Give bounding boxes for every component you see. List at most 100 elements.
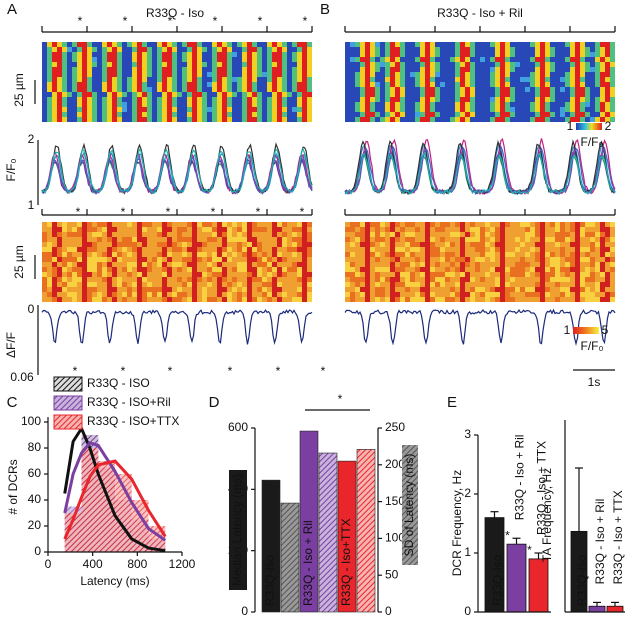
- heatmap-cell: [47, 57, 52, 62]
- heatmap-cell: [57, 77, 62, 82]
- heatmap-cell: [375, 52, 380, 57]
- heatmap-cell: [370, 117, 375, 122]
- heatmap-cell: [565, 242, 570, 247]
- heatmap-cell: [62, 292, 67, 297]
- heatmap-cell: [440, 47, 445, 52]
- heatmap-cell: [177, 62, 182, 67]
- heatmap-cell: [370, 242, 375, 247]
- heatmap-cell: [425, 92, 430, 97]
- heatmap-cell: [590, 57, 595, 62]
- heatmap-cell: [202, 77, 207, 82]
- heatmap-cell: [530, 292, 535, 297]
- heatmap-cell: [297, 107, 302, 112]
- heatmap-cell: [67, 97, 72, 102]
- heatmap-cell: [485, 262, 490, 267]
- heatmap-cell: [440, 72, 445, 77]
- heatmap-cell: [192, 57, 197, 62]
- heatmap-cell: [360, 242, 365, 247]
- heatmap-cell: [132, 52, 137, 57]
- heatmap-cell: [525, 262, 530, 267]
- heatmap-cell: [535, 72, 540, 77]
- heatmap-cell: [460, 62, 465, 67]
- legend-swatch: [54, 377, 82, 391]
- heatmap-cell: [227, 247, 232, 252]
- heatmap-cell: [127, 277, 132, 282]
- heatmap-cell: [107, 222, 112, 227]
- heatmap-cell: [600, 52, 605, 57]
- heatmap-cell: [590, 262, 595, 267]
- heatmap-cell: [87, 252, 92, 257]
- heatmap-cell: [405, 72, 410, 77]
- heatmap-cell: [400, 247, 405, 252]
- heatmap-cell: [57, 52, 62, 57]
- heatmap-cell: [450, 267, 455, 272]
- heatmap-cell: [82, 247, 87, 252]
- heatmap-cell: [182, 112, 187, 117]
- heatmap-cell: [252, 282, 257, 287]
- heatmap-cell: [595, 72, 600, 77]
- heatmap-cell: [142, 222, 147, 227]
- heatmap-cell: [360, 52, 365, 57]
- heatmap-cell: [475, 67, 480, 72]
- heatmap-cell: [595, 227, 600, 232]
- heatmap-cell: [47, 267, 52, 272]
- heatmap-cell: [380, 62, 385, 67]
- heatmap-cell: [177, 97, 182, 102]
- heatmap-cell: [302, 227, 307, 232]
- heatmap-cell: [112, 97, 117, 102]
- heatmap-cell: [177, 262, 182, 267]
- heatmap-cell: [425, 247, 430, 252]
- heatmap-cell: [400, 117, 405, 122]
- heatmap-cell: [465, 92, 470, 97]
- heatmap-cell: [390, 242, 395, 247]
- heatmap-cell: [505, 72, 510, 77]
- heatmap-cell: [540, 297, 545, 302]
- heatmap-cell: [430, 87, 435, 92]
- heatmap-cell: [365, 257, 370, 262]
- heatmap-cell: [385, 87, 390, 92]
- heatmap-cell: [605, 287, 610, 292]
- heatmap-cell: [550, 102, 555, 107]
- heatmap-cell: [455, 257, 460, 262]
- trace: [42, 310, 312, 344]
- heatmap-cell: [590, 47, 595, 52]
- heatmap-cell: [505, 282, 510, 287]
- heatmap-cell: [202, 257, 207, 262]
- heatmap-cell: [227, 297, 232, 302]
- heatmap-cell: [102, 222, 107, 227]
- heatmap-cell: [525, 252, 530, 257]
- heatmap-cell: [202, 82, 207, 87]
- heatmap-cell: [217, 242, 222, 247]
- heatmap-cell: [600, 237, 605, 242]
- heatmap-cell: [550, 227, 555, 232]
- heatmap-cell: [490, 52, 495, 57]
- heatmap-cell: [177, 222, 182, 227]
- heatmap-cell: [252, 82, 257, 87]
- heatmap-cell: [167, 57, 172, 62]
- heatmap-cell: [147, 247, 152, 252]
- heatmap-cell: [420, 272, 425, 277]
- heatmap-cell: [47, 52, 52, 57]
- heatmap-cell: [282, 287, 287, 292]
- heatmap-cell: [500, 252, 505, 257]
- heatmap-cell: [355, 42, 360, 47]
- heatmap-cell: [187, 282, 192, 287]
- heatmap-cell: [77, 112, 82, 117]
- heatmap-cell: [490, 42, 495, 47]
- heatmap-cell: [575, 287, 580, 292]
- heatmap-cell: [197, 57, 202, 62]
- star: *: [211, 205, 216, 219]
- heatmap-cell: [355, 57, 360, 62]
- heatmap-cell: [560, 232, 565, 237]
- heatmap-cell: [42, 237, 47, 242]
- heatmap-cell: [390, 77, 395, 82]
- heatmap-cell: [600, 272, 605, 277]
- heatmap-cell: [505, 47, 510, 52]
- heatmap-cell: [302, 257, 307, 262]
- heatmap-cell: [62, 47, 67, 52]
- heatmap-cell: [182, 92, 187, 97]
- heatmap-cell: [570, 257, 575, 262]
- heatmap-cell: [515, 47, 520, 52]
- heatmap-cell: [137, 257, 142, 262]
- heatmap-cell: [435, 257, 440, 262]
